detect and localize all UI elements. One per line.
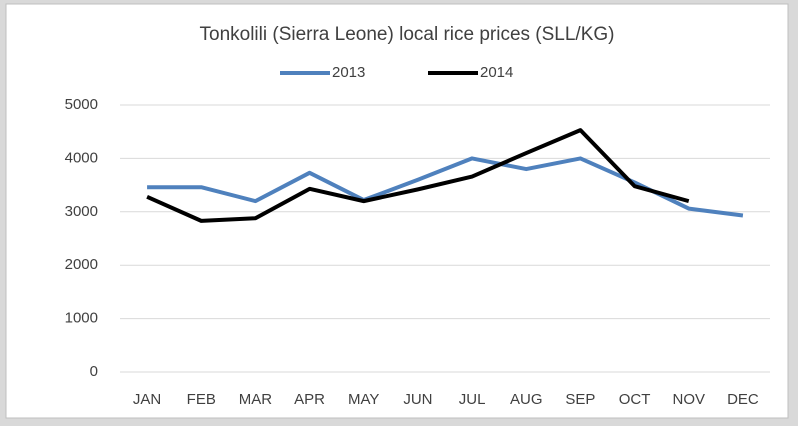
chart-frame: [5, 3, 789, 419]
y-tick-label: 0: [90, 363, 98, 380]
x-tick-label: JAN: [133, 391, 161, 408]
series-line: [146, 128, 690, 223]
x-tick-label: AUG: [510, 391, 543, 408]
y-tick-label: 5000: [65, 96, 98, 113]
y-tick-label: 2000: [65, 256, 98, 273]
y-tick-label: 4000: [65, 149, 98, 166]
x-tick-label: FEB: [187, 391, 216, 408]
chart-title: Tonkolili (Sierra Leone) local rice pric…: [200, 24, 615, 45]
legend-label: 2014: [480, 64, 513, 81]
x-tick-label: MAY: [348, 391, 379, 408]
x-tick-label: NOV: [672, 391, 705, 408]
x-tick-label: MAR: [239, 391, 273, 408]
x-tick-label: JUL: [459, 391, 486, 408]
x-tick-label: APR: [294, 391, 325, 408]
x-tick-label: JUN: [403, 391, 432, 408]
x-tick-label: DEC: [727, 391, 759, 408]
y-tick-label: 3000: [65, 203, 98, 220]
x-tick-label: OCT: [619, 391, 651, 408]
y-tick-label: 1000: [65, 310, 98, 327]
x-tick-label: SEP: [565, 391, 595, 408]
legend-label: 2013: [332, 64, 365, 81]
